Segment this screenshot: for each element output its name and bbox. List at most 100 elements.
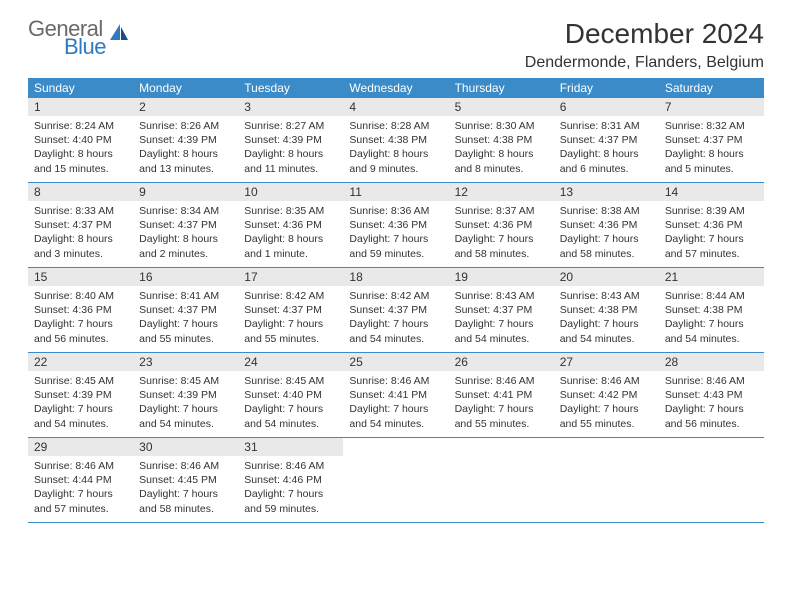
daylight-line: and 13 minutes. xyxy=(139,162,232,176)
day-cell: 8Sunrise: 8:33 AMSunset: 4:37 PMDaylight… xyxy=(28,183,133,267)
sunrise-line: Sunrise: 8:38 AM xyxy=(560,204,653,218)
sunrise-line: Sunrise: 8:27 AM xyxy=(244,119,337,133)
day-number: 5 xyxy=(449,98,554,116)
sunrise-line: Sunrise: 8:31 AM xyxy=(560,119,653,133)
day-number: 31 xyxy=(238,438,343,456)
day-number: 3 xyxy=(238,98,343,116)
weekday-label: Monday xyxy=(133,78,238,98)
day-number: 26 xyxy=(449,353,554,371)
day-number: 1 xyxy=(28,98,133,116)
day-cell: 14 Sunrise: 8:39 AMSunset: 4:36 PMDayligh… xyxy=(659,183,764,267)
sunrise-line: Sunrise: 8:45 AM xyxy=(34,374,127,388)
day-cell: 12Sunrise: 8:37 AMSunset: 4:36 PMDayligh… xyxy=(449,183,554,267)
sunset-line: Sunset: 4:38 PM xyxy=(455,133,548,147)
day-cell: 1Sunrise: 8:24 AMSunset: 4:40 PMDaylight… xyxy=(28,98,133,182)
sunset-line: Sunset: 4:36 PM xyxy=(665,218,758,232)
day-number: 4 xyxy=(343,98,448,116)
sunrise-line: Sunrise: 8:40 AM xyxy=(34,289,127,303)
sunset-line: Sunset: 4:38 PM xyxy=(349,133,442,147)
daylight-line: Daylight: 7 hours xyxy=(139,487,232,501)
day-cell: 6Sunrise: 8:31 AMSunset: 4:37 PMDaylight… xyxy=(554,98,659,182)
title-block: December 2024 Dendermonde, Flanders, Bel… xyxy=(525,18,764,72)
day-number: 25 xyxy=(343,353,448,371)
day-cell: 4Sunrise: 8:28 AMSunset: 4:38 PMDaylight… xyxy=(343,98,448,182)
day-cell: 31Sunrise: 8:46 AMSunset: 4:46 PMDayligh… xyxy=(238,438,343,522)
sunrise-line: Sunrise: 8:42 AM xyxy=(244,289,337,303)
day-cell: 21Sunrise: 8:44 AMSunset: 4:38 PMDayligh… xyxy=(659,268,764,352)
sunrise-line: Sunrise: 8:46 AM xyxy=(244,459,337,473)
daylight-line: Daylight: 7 hours xyxy=(455,402,548,416)
week-row: 29Sunrise: 8:46 AMSunset: 4:44 PMDayligh… xyxy=(28,438,764,523)
weekday-label: Thursday xyxy=(449,78,554,98)
daylight-line: Daylight: 7 hours xyxy=(455,317,548,331)
month-title: December 2024 xyxy=(525,18,764,50)
day-cell: 11Sunrise: 8:36 AMSunset: 4:36 PMDayligh… xyxy=(343,183,448,267)
day-number: 8 xyxy=(28,183,133,201)
day-details: Sunrise: 8:45 AMSunset: 4:40 PMDaylight:… xyxy=(238,371,343,435)
daylight-line: and 3 minutes. xyxy=(34,247,127,261)
day-cell: 3Sunrise: 8:27 AMSunset: 4:39 PMDaylight… xyxy=(238,98,343,182)
daylight-line: Daylight: 7 hours xyxy=(34,402,127,416)
sunrise-line: Sunrise: 8:43 AM xyxy=(560,289,653,303)
sail-icon xyxy=(108,22,130,47)
calendar-grid: SundayMondayTuesdayWednesdayThursdayFrid… xyxy=(28,78,764,523)
sunrise-line: Sunrise: 8:46 AM xyxy=(455,374,548,388)
day-details: Sunrise: 8:43 AMSunset: 4:37 PMDaylight:… xyxy=(449,286,554,350)
sunrise-line: Sunrise: 8:46 AM xyxy=(560,374,653,388)
sunrise-line: Sunrise: 8:24 AM xyxy=(34,119,127,133)
location-label: Dendermonde, Flanders, Belgium xyxy=(525,54,764,72)
daylight-line: Daylight: 7 hours xyxy=(139,317,232,331)
sunset-line: Sunset: 4:36 PM xyxy=(455,218,548,232)
sunrise-line: Sunrise: 8:39 AM xyxy=(665,204,758,218)
daylight-line: Daylight: 8 hours xyxy=(139,232,232,246)
day-cell: 27Sunrise: 8:46 AMSunset: 4:42 PMDayligh… xyxy=(554,353,659,437)
day-details: Sunrise: 8:46 AMSunset: 4:45 PMDaylight:… xyxy=(133,456,238,520)
sunset-line: Sunset: 4:38 PM xyxy=(560,303,653,317)
day-number: 14 xyxy=(659,183,764,201)
sunset-line: Sunset: 4:37 PM xyxy=(139,303,232,317)
day-cell: 19Sunrise: 8:43 AMSunset: 4:37 PMDayligh… xyxy=(449,268,554,352)
daylight-line: Daylight: 8 hours xyxy=(665,147,758,161)
day-details: Sunrise: 8:42 AMSunset: 4:37 PMDaylight:… xyxy=(238,286,343,350)
day-number: 23 xyxy=(133,353,238,371)
sunset-line: Sunset: 4:41 PM xyxy=(455,388,548,402)
daylight-line: Daylight: 7 hours xyxy=(665,232,758,246)
day-cell: 16Sunrise: 8:41 AMSunset: 4:37 PMDayligh… xyxy=(133,268,238,352)
day-cell xyxy=(343,438,448,522)
daylight-line: Daylight: 7 hours xyxy=(560,232,653,246)
day-details: Sunrise: 8:24 AMSunset: 4:40 PMDaylight:… xyxy=(28,116,133,180)
day-details: Sunrise: 8:42 AMSunset: 4:37 PMDaylight:… xyxy=(343,286,448,350)
day-details: Sunrise: 8:46 AMSunset: 4:41 PMDaylight:… xyxy=(343,371,448,435)
sunset-line: Sunset: 4:37 PM xyxy=(244,303,337,317)
calendar-page: General Blue December 2024 Dendermonde, … xyxy=(0,0,792,533)
week-row: 15Sunrise: 8:40 AMSunset: 4:36 PMDayligh… xyxy=(28,268,764,353)
daylight-line: and 55 minutes. xyxy=(139,332,232,346)
day-details: Sunrise: 8:45 AMSunset: 4:39 PMDaylight:… xyxy=(28,371,133,435)
day-number: 27 xyxy=(554,353,659,371)
sunrise-line: Sunrise: 8:46 AM xyxy=(139,459,232,473)
day-details: Sunrise: 8:30 AMSunset: 4:38 PMDaylight:… xyxy=(449,116,554,180)
sunset-line: Sunset: 4:42 PM xyxy=(560,388,653,402)
daylight-line: and 54 minutes. xyxy=(139,417,232,431)
sunrise-line: Sunrise: 8:46 AM xyxy=(665,374,758,388)
day-number: 10 xyxy=(238,183,343,201)
daylight-line: Daylight: 7 hours xyxy=(349,232,442,246)
daylight-line: and 56 minutes. xyxy=(34,332,127,346)
page-header: General Blue December 2024 Dendermonde, … xyxy=(28,18,764,72)
sunset-line: Sunset: 4:37 PM xyxy=(349,303,442,317)
sunset-line: Sunset: 4:39 PM xyxy=(139,388,232,402)
day-cell: 15Sunrise: 8:40 AMSunset: 4:36 PMDayligh… xyxy=(28,268,133,352)
sunset-line: Sunset: 4:36 PM xyxy=(244,218,337,232)
day-number: 9 xyxy=(133,183,238,201)
daylight-line: and 54 minutes. xyxy=(349,332,442,346)
daylight-line: Daylight: 7 hours xyxy=(244,317,337,331)
daylight-line: Daylight: 8 hours xyxy=(139,147,232,161)
day-cell: 13Sunrise: 8:38 AMSunset: 4:36 PMDayligh… xyxy=(554,183,659,267)
sunrise-line: Sunrise: 8:35 AM xyxy=(244,204,337,218)
daylight-line: and 56 minutes. xyxy=(665,417,758,431)
daylight-line: and 15 minutes. xyxy=(34,162,127,176)
day-number: 6 xyxy=(554,98,659,116)
week-row: 8Sunrise: 8:33 AMSunset: 4:37 PMDaylight… xyxy=(28,183,764,268)
daylight-line: and 54 minutes. xyxy=(455,332,548,346)
weekday-label: Wednesday xyxy=(343,78,448,98)
